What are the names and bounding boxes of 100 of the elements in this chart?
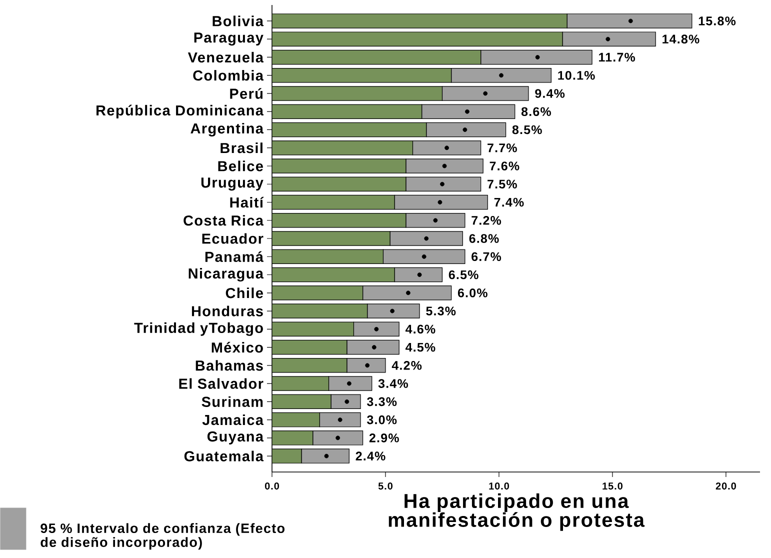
point (438, 200, 442, 204)
annotation: 8.6% (521, 107, 551, 116)
bar (406, 176, 482, 192)
bar (382, 249, 466, 264)
y-tick-label: Belice (218, 160, 263, 172)
bar (272, 14, 568, 28)
y-tick-label: Guatemala (184, 450, 264, 462)
annotation: 8.5% (512, 125, 542, 134)
bar (272, 231, 390, 246)
x-axis-title: Ha participado en una manifestación o protesta (388, 493, 645, 531)
bar (442, 86, 529, 101)
bar (272, 158, 406, 174)
bar (272, 122, 427, 138)
bar (330, 394, 361, 410)
y-tick-label: Trinidad yTobago (134, 322, 263, 336)
y-tick-label: Nicaragua (188, 268, 264, 282)
annotation: 6.0% (458, 288, 488, 298)
point (499, 73, 504, 78)
bar (272, 32, 563, 46)
point (417, 272, 422, 277)
point (433, 218, 438, 223)
point (424, 236, 429, 241)
bar (346, 358, 386, 373)
y-tick-label: Bahamas (196, 360, 263, 371)
bar (272, 104, 422, 119)
bar (319, 412, 361, 428)
point (406, 290, 410, 296)
bar (406, 213, 466, 228)
x-tick-label: 15.0 (602, 482, 622, 490)
annotation: 4.6% (406, 324, 436, 334)
point (374, 326, 379, 332)
annotation: 3.3% (367, 397, 397, 406)
bar (346, 340, 400, 355)
point (483, 91, 488, 96)
bar (412, 140, 482, 156)
annotation: 7.2% (472, 216, 502, 225)
point (372, 345, 376, 350)
bar (272, 194, 395, 210)
point (440, 182, 444, 186)
bar (394, 267, 443, 282)
y-tick-label: República Dominicana (96, 104, 264, 118)
bar (272, 358, 348, 373)
bar (272, 213, 406, 228)
bar (367, 304, 420, 318)
point (338, 418, 342, 422)
bar (422, 104, 516, 119)
annotation: 7.5% (488, 180, 517, 189)
annotation: 4.5% (406, 342, 436, 352)
bar (394, 194, 488, 210)
annotation: 3.0% (367, 415, 397, 424)
point (390, 308, 395, 314)
annotation: 7.4% (494, 198, 524, 207)
y-tick-label: Haití (230, 196, 264, 208)
x-tick-label: 10.0 (489, 482, 510, 490)
y-tick-label: El Salvador (179, 378, 264, 389)
y-tick-label: Brasil (220, 142, 262, 154)
y-tick-label: Surinam (202, 396, 263, 407)
y-tick-label: Panamá (205, 251, 264, 262)
x-tick-label: 0.0 (264, 482, 280, 490)
annotation: 7.6% (490, 162, 520, 170)
y-tick-label: Ecuador (202, 233, 264, 244)
annotation: 10.1% (558, 70, 595, 80)
y-tick-label: Costa Rica (184, 215, 264, 226)
annotation: 11.7% (599, 52, 636, 62)
annotation: 2.4% (356, 452, 386, 460)
annotation: 6.7% (472, 252, 502, 262)
bar (272, 340, 348, 355)
bar (390, 231, 463, 246)
bar (272, 286, 364, 300)
bar (362, 286, 452, 300)
bar (272, 304, 368, 318)
annotation: 4.2% (392, 361, 422, 370)
annotation: 6.5% (448, 270, 478, 280)
bar (406, 158, 484, 174)
y-tick-label: Honduras (192, 306, 263, 316)
annotation: 6.8% (469, 234, 499, 243)
point (324, 454, 329, 458)
point (336, 436, 340, 440)
point (462, 128, 468, 132)
annotation: 7.7% (488, 143, 517, 152)
bar (272, 430, 314, 446)
y-tick-label: Guyana (207, 431, 264, 444)
annotation: 3.4% (378, 379, 408, 388)
bar (328, 376, 372, 391)
bar (272, 86, 443, 101)
point (606, 36, 610, 42)
x-tick-label: 20.0 (716, 482, 736, 490)
y-tick-label: Chile (226, 288, 263, 298)
y-tick-label: Paraguay (194, 32, 264, 46)
point (422, 254, 426, 259)
bar (272, 376, 330, 391)
point (442, 164, 447, 168)
bar (272, 322, 354, 337)
point (535, 55, 540, 60)
bar (272, 176, 406, 192)
annotation: 14.8% (662, 34, 700, 44)
point (365, 363, 370, 368)
point (628, 18, 633, 24)
annotation: 15.8% (698, 16, 736, 26)
annotation: 5.3% (426, 306, 456, 316)
